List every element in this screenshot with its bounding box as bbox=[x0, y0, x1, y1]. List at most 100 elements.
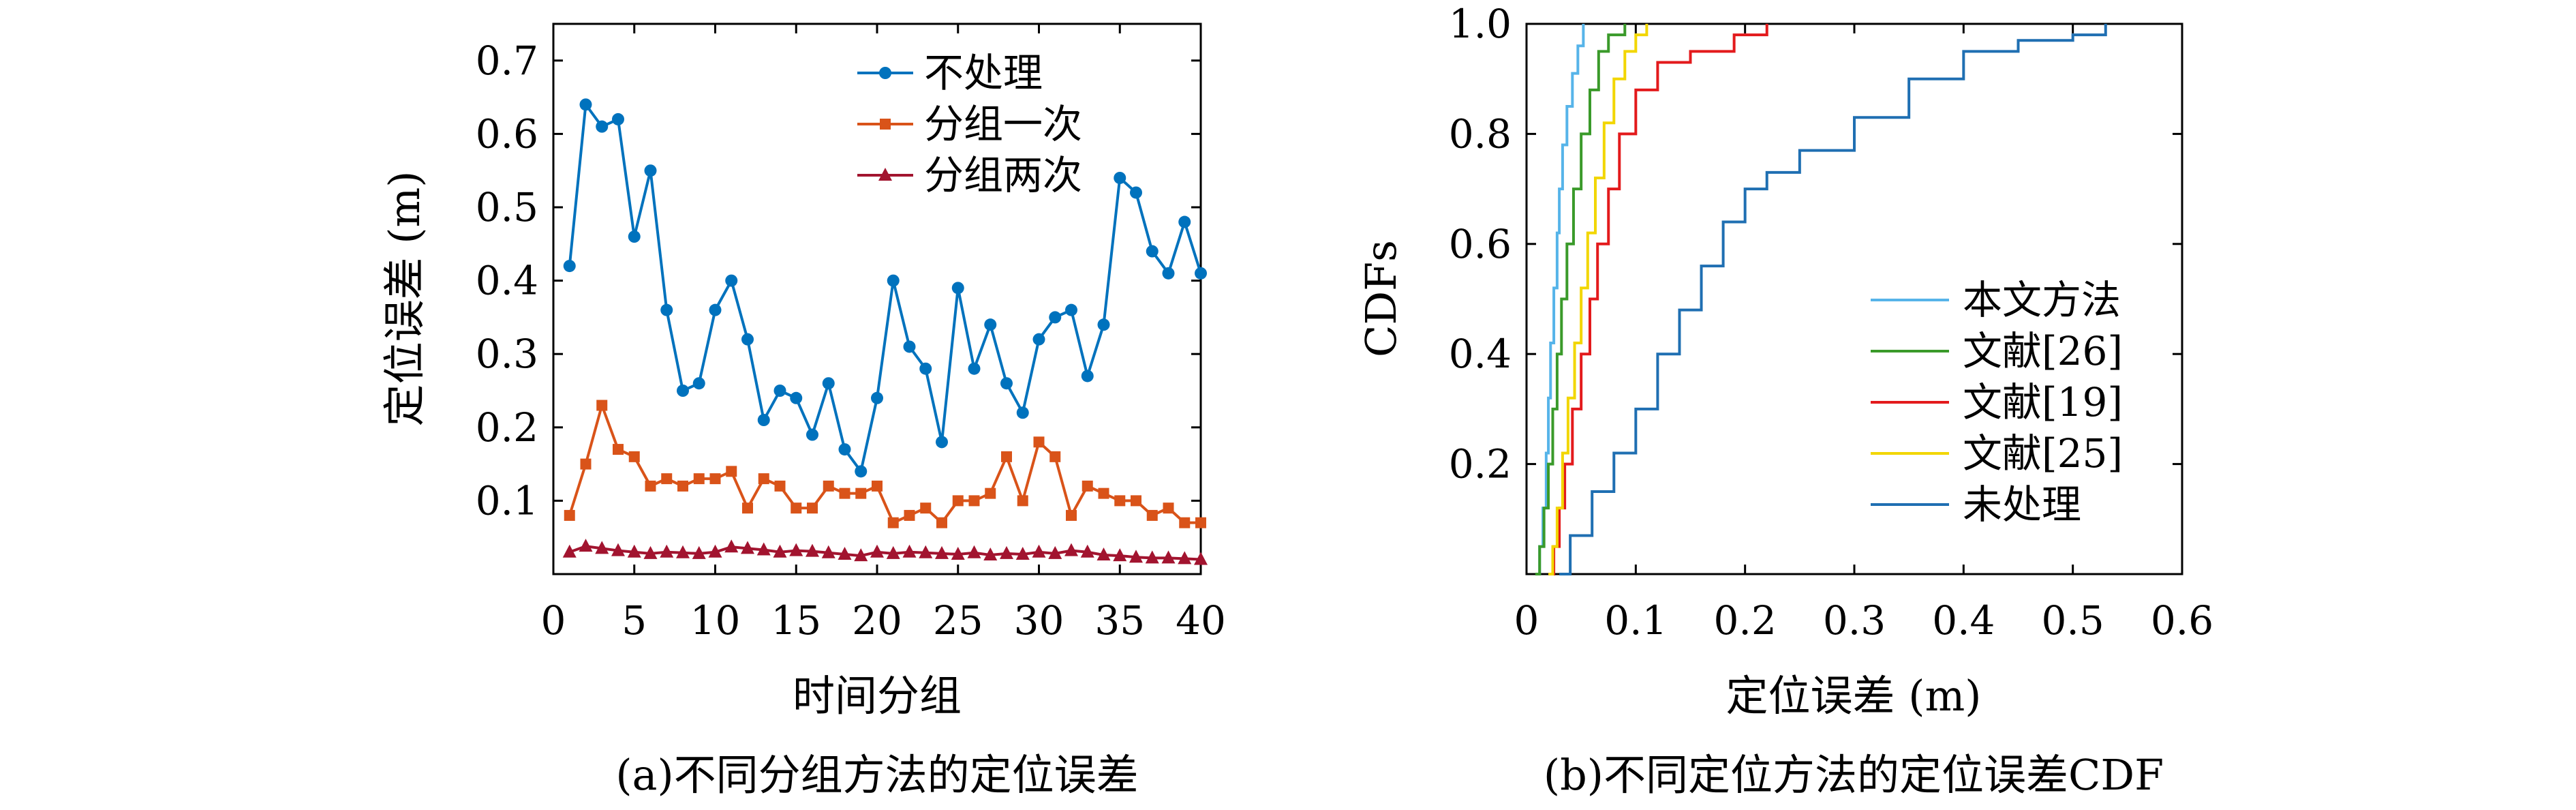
chart-a-point bbox=[1114, 495, 1126, 507]
chart-b-ytick-label: 0.4 bbox=[1449, 331, 1512, 377]
chart-a-point bbox=[628, 230, 641, 243]
chart-a-legend-label: 分组一次 bbox=[924, 101, 1082, 147]
chart-b-ytick-label: 0.2 bbox=[1449, 441, 1512, 487]
chart-a-point bbox=[564, 509, 575, 521]
chart-a-point bbox=[1032, 333, 1045, 346]
chart-a-point bbox=[1098, 487, 1109, 499]
chart-a-xtick-label: 35 bbox=[1094, 597, 1145, 644]
chart-a-legend-marker bbox=[879, 67, 891, 79]
chart-a-ytick-label: 0.5 bbox=[476, 184, 538, 230]
chart-a-point bbox=[968, 362, 981, 375]
chart-a-point bbox=[709, 303, 722, 316]
chart-a-point bbox=[628, 451, 640, 462]
chart-b-legend-label: 本文方法 bbox=[1963, 277, 2121, 323]
chart-b-ticks: 0 0.1 0.2 0.3 0.4 0.5 0.6 0.2 0.4 0.6 0.8 1.0 bbox=[1449, 1, 2213, 644]
chart-a-point bbox=[612, 112, 624, 125]
chart-a-point bbox=[822, 377, 835, 390]
chart-a-point bbox=[708, 544, 722, 558]
chart-a-ytick-label: 0.7 bbox=[476, 38, 538, 84]
chart-a-point bbox=[1178, 551, 1192, 565]
chart-a-point bbox=[936, 436, 948, 449]
chart-a-point bbox=[935, 545, 949, 559]
chart-a-legend-label: 分组两次 bbox=[924, 152, 1082, 198]
chart-a-legend-marker bbox=[880, 119, 891, 130]
chart-a-point bbox=[774, 480, 786, 492]
chart-a-point bbox=[855, 487, 867, 499]
chart-a-xtick-label: 25 bbox=[933, 597, 983, 644]
chart-b-xtick-label: 0.3 bbox=[1823, 597, 1886, 644]
chart-a-ytick-label: 0.6 bbox=[476, 110, 538, 157]
chart-a-point bbox=[1195, 267, 1207, 280]
chart-a-ticks: 0 5 10 15 20 25 30 35 40 0.1 0.2 0.3 0.4 0.5 0.6 0.7 bbox=[476, 24, 1226, 644]
chart-a-point bbox=[742, 502, 753, 514]
chart-a-point bbox=[1064, 543, 1078, 556]
chart-a-point bbox=[1049, 451, 1061, 462]
chart-a-point bbox=[854, 548, 868, 562]
chart-a-point bbox=[902, 544, 917, 558]
chart-a-legend-label: 不处理 bbox=[924, 50, 1043, 96]
chart-a-point bbox=[1097, 548, 1111, 561]
chart-a-point bbox=[611, 543, 625, 556]
chart-a-point bbox=[563, 260, 576, 273]
chart-a-point bbox=[1161, 550, 1176, 564]
chart-a-point bbox=[871, 391, 883, 404]
chart-b-ylabel: CDFs bbox=[1356, 240, 1406, 357]
chart-a-point bbox=[1033, 436, 1045, 448]
chart-a-legend-marker bbox=[878, 168, 892, 181]
chart-a-point bbox=[920, 502, 932, 514]
chart-a-point bbox=[726, 466, 737, 477]
chart-a-point bbox=[661, 473, 673, 485]
chart-b-series-line-1 bbox=[1535, 24, 1627, 575]
chart-a-point bbox=[1016, 406, 1029, 419]
chart-a-point bbox=[806, 428, 818, 441]
chart-a-point bbox=[677, 385, 689, 397]
chart-a-xtick-label: 30 bbox=[1014, 597, 1064, 644]
chart-a-series-line-2 bbox=[569, 545, 1201, 561]
chart-a-point bbox=[1081, 370, 1094, 382]
chart-a-point bbox=[1131, 495, 1141, 507]
chart-a-point bbox=[741, 333, 754, 346]
chart-a-xtick-label: 5 bbox=[622, 597, 647, 644]
chart-b-ytick-label: 0.8 bbox=[1449, 110, 1512, 157]
chart-b-xtick-label: 0.2 bbox=[1714, 597, 1777, 644]
chart-b-series bbox=[1535, 24, 2107, 575]
chart-a-point bbox=[643, 545, 658, 559]
chart-a-point bbox=[919, 545, 933, 558]
chart-a-point bbox=[1017, 495, 1028, 507]
chart-a-point bbox=[855, 465, 868, 478]
chart-a-point bbox=[1082, 480, 1093, 492]
chart-b-series-line-3 bbox=[1548, 24, 1649, 575]
chart-a-point bbox=[791, 502, 802, 514]
chart-a-point bbox=[1015, 546, 1030, 560]
chart-a-point bbox=[790, 391, 803, 404]
chart-a-point bbox=[1065, 303, 1077, 316]
chart-a-point bbox=[773, 544, 787, 558]
chart-a-series bbox=[562, 98, 1208, 565]
chart-b-ytick-label: 1.0 bbox=[1449, 1, 1512, 47]
chart-a-point bbox=[886, 545, 900, 559]
chart-a-point bbox=[1000, 545, 1013, 559]
chart-a-point bbox=[596, 400, 608, 411]
chart-b-xtick-label: 0.1 bbox=[1604, 597, 1667, 644]
chart-a-point bbox=[1049, 311, 1062, 324]
chart-b-xlabel: 定位误差 (m) bbox=[1726, 671, 1982, 721]
chart-a-point bbox=[595, 541, 609, 554]
chart-a-point bbox=[724, 539, 739, 553]
chart-a-point bbox=[952, 495, 964, 507]
chart-a-point bbox=[887, 517, 899, 528]
chart-a-point bbox=[838, 443, 851, 456]
chart-a-point bbox=[756, 542, 771, 556]
chart-b-legend-label: 文献[19] bbox=[1963, 379, 2123, 425]
chart-a-point bbox=[951, 546, 965, 560]
chart-a-ylabel: 定位误差 (m) bbox=[380, 171, 429, 427]
chart-a-ytick-label: 0.4 bbox=[476, 258, 538, 304]
chart-a-point bbox=[645, 480, 656, 492]
chart-a-point bbox=[1130, 186, 1142, 199]
chart-a-ytick-label: 0.2 bbox=[476, 404, 538, 451]
chart-a-point bbox=[709, 473, 721, 485]
chart-b-ytick-label: 0.6 bbox=[1449, 221, 1512, 267]
chart-a-point bbox=[1032, 544, 1046, 558]
chart-a-point bbox=[741, 541, 754, 554]
chart-a-xtick-label: 20 bbox=[852, 597, 902, 644]
chart-a-point bbox=[660, 544, 674, 558]
